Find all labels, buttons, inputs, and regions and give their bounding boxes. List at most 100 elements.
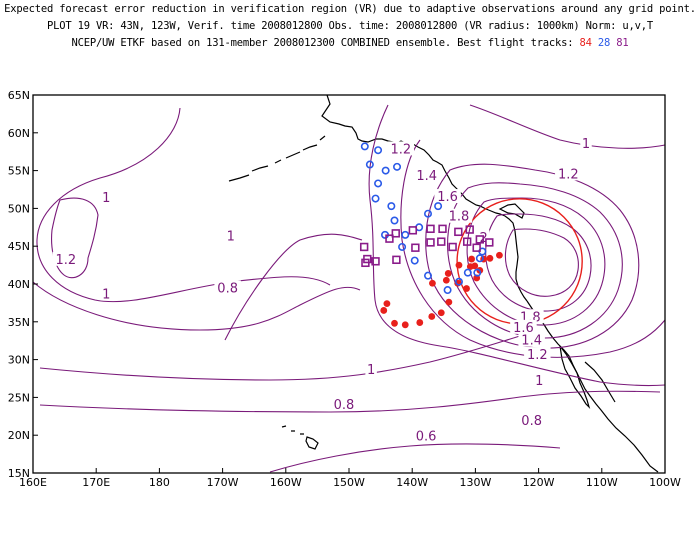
lon-tick-label: 140W	[396, 476, 428, 489]
flight-81-obs-point	[454, 227, 463, 237]
contour-label-bg	[518, 332, 545, 347]
flight-28-obs-point	[423, 271, 432, 280]
contour-line	[269, 443, 561, 473]
california-mexico-coast	[526, 300, 659, 473]
title-line-3: NCEP/UW ETKF based on 131-member 2008012…	[0, 37, 700, 49]
lon-tick-label: 150W	[333, 476, 365, 489]
contour-label: 1.2	[56, 253, 77, 268]
alaska-coast	[321, 94, 446, 172]
flight-84-obs-point	[391, 319, 398, 327]
contour-label-bg	[100, 286, 113, 301]
flight-84-obs-point	[429, 279, 436, 287]
flight-81-obs-point	[462, 237, 472, 246]
flight-84-obs-point	[445, 298, 453, 306]
title-line-3-text: NCEP/UW ETKF based on 131-member 2008012…	[71, 37, 574, 49]
lat-tick-label: 30N	[8, 354, 30, 367]
contour-lines	[32, 104, 666, 473]
flight-84-obs-point	[442, 276, 450, 284]
lat-tick-label: 50N	[8, 202, 30, 215]
contour-label-bg	[445, 208, 473, 223]
flight-28-obs-point	[365, 160, 374, 169]
hawaii-islands	[281, 425, 319, 450]
flight-81-obs-point	[485, 238, 494, 247]
coastline	[228, 94, 659, 473]
flight-28-obs-point	[443, 286, 452, 295]
contour-line	[485, 213, 592, 312]
lon-tick-label: 160E	[19, 476, 47, 489]
contour-label-bg	[517, 309, 544, 324]
flight-28-obs-point	[401, 230, 410, 239]
flight-84-obs-point	[496, 251, 503, 259]
flight-28-obs-point	[374, 179, 383, 188]
lat-tick-label: 20N	[8, 429, 30, 442]
contour-label: 0.8	[521, 414, 542, 429]
flight-84-obs-point	[437, 309, 445, 317]
flight-28-obs-point	[473, 268, 482, 277]
flight-84-obs-point	[416, 319, 424, 326]
contour-label: 1.6	[513, 321, 534, 336]
flight-81-obs-point	[465, 225, 474, 234]
lon-tick-label: 100W	[649, 476, 681, 489]
title-line-2: PLOT 19 VR: 43N, 123W, Verif. time 20080…	[46, 20, 654, 32]
flight-28-obs-point	[390, 216, 399, 225]
contour-label-bg	[580, 136, 592, 151]
contour-line	[469, 104, 666, 149]
lon-tick-label: 170W	[207, 476, 239, 489]
lon-tick-label: 180	[149, 476, 170, 489]
contour-line	[368, 104, 666, 387]
flight-28-obs-point	[423, 209, 432, 218]
title-line-1: Expected forecast error reduction in ver…	[4, 3, 696, 15]
contour-label-bg	[510, 319, 537, 334]
flight-28-obs-point	[371, 194, 380, 203]
flight-84-obs-point	[383, 300, 391, 308]
contour-label: 1.4	[521, 334, 542, 349]
flight-84-obs-point	[463, 285, 470, 292]
flight-81-obs-point	[371, 257, 380, 266]
lat-tick-label: 40N	[8, 278, 30, 291]
flight-84-obs-point	[455, 261, 463, 269]
flight-81-obs-point	[426, 224, 435, 234]
contour-line	[39, 335, 521, 381]
contour-label-bg	[518, 412, 545, 427]
lon-tick-label: 160W	[270, 476, 302, 489]
contour-label-bg	[533, 372, 545, 387]
contour-label: 1	[535, 374, 543, 389]
flight-81-obs-point	[472, 243, 481, 252]
contour-label-bg	[225, 228, 237, 243]
flight-84-obs-point	[471, 262, 479, 270]
lon-tick-label: 110W	[586, 476, 618, 489]
aleutian-islands	[228, 135, 326, 182]
flight-81-obs-point	[438, 224, 447, 234]
contour-label: 1	[102, 191, 110, 206]
contour-label: 1.2	[390, 142, 411, 157]
flight-track-3-label: 81	[616, 37, 629, 49]
contour-line	[504, 228, 579, 297]
contour-label: 1	[102, 288, 110, 303]
contour-label: 1.4	[416, 169, 437, 184]
flight-84-obs-point	[428, 313, 436, 320]
flight-81-obs-point	[475, 235, 485, 244]
contour-label-bg	[214, 280, 241, 295]
contour-label-bg	[413, 167, 440, 182]
lat-tick-label: 60N	[8, 127, 30, 140]
lat-tick-label: 55N	[8, 165, 30, 178]
contour-label: 1.2	[527, 348, 548, 363]
contour-line	[224, 233, 363, 341]
lon-tick-label: 170E	[82, 476, 110, 489]
flight-84-obs-point	[401, 321, 409, 329]
contour-line	[466, 197, 606, 326]
contour-label: 1.2	[558, 167, 579, 182]
contour-label: 1.6	[437, 190, 458, 205]
contour-label-bg	[434, 189, 461, 204]
lat-tick-label: 35N	[8, 316, 30, 329]
lat-tick-label: 45N	[8, 240, 30, 253]
contour-label-bg	[52, 251, 80, 266]
contour-label: 1	[227, 229, 235, 244]
contour-label-bg	[100, 189, 113, 204]
pacific-northwest-coast	[444, 170, 528, 302]
contour-line	[425, 163, 640, 349]
lat-tick-label: 65N	[8, 89, 30, 102]
flight-81-obs-point	[385, 234, 394, 243]
contour-label: 1	[367, 363, 375, 378]
